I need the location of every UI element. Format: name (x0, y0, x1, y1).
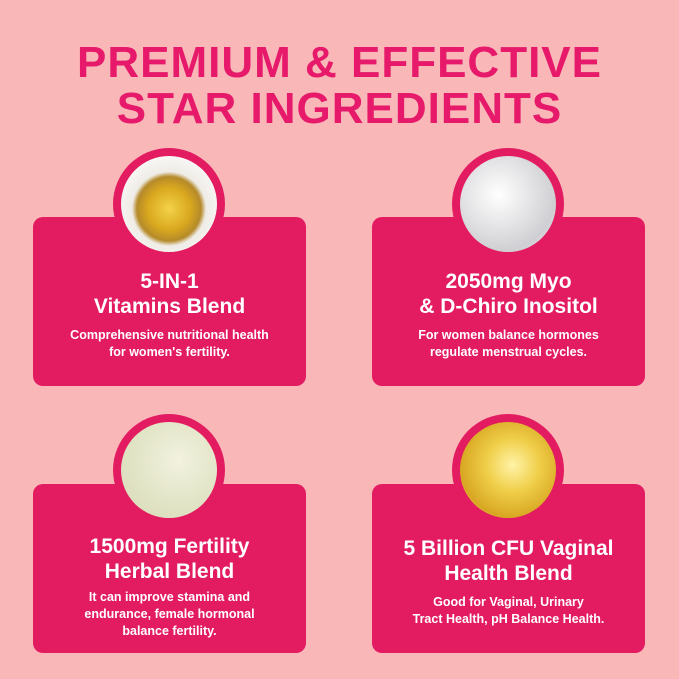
card-description: Comprehensive nutritional health (70, 328, 269, 342)
white-bubbles-image (452, 148, 564, 260)
card-title: 5-IN-1 (140, 270, 199, 293)
card-title: Vitamins Blend (93, 295, 246, 318)
headline-line-1: PREMIUM & EFFECTIVE (76, 38, 603, 87)
card-title: Herbal Blend (104, 560, 235, 583)
card-title: 5 Billion CFU Vaginal (403, 537, 614, 560)
oil-droplet-image (113, 148, 225, 260)
ingredient-card-probiotic: 5 Billion CFU Vaginal Health Blend Good … (372, 484, 645, 653)
card-description: For women balance hormones (418, 328, 599, 342)
card-description: regulate menstrual cycles. (429, 345, 588, 359)
card-description: endurance, female hormonal (84, 607, 255, 621)
card-description: Good for Vaginal, Urinary (433, 595, 584, 609)
card-description: for women's fertility. (109, 345, 230, 359)
golden-bubbles-image (452, 414, 564, 526)
card-title: 2050mg Myo (445, 270, 572, 293)
card-title: 1500mg Fertility (89, 535, 250, 558)
card-title: Health Blend (444, 562, 573, 585)
ingredient-card-inositol: 2050mg Myo & D-Chiro Inositol For women … (372, 217, 645, 386)
gel-droplet-image (113, 414, 225, 526)
card-description: balance fertility. (122, 624, 217, 638)
card-title: & D-Chiro Inositol (419, 295, 598, 318)
card-description: Tract Health, pH Balance Health. (412, 612, 605, 626)
card-description: It can improve stamina and (88, 590, 251, 604)
headline-line-2: STAR INGREDIENTS (116, 84, 563, 133)
